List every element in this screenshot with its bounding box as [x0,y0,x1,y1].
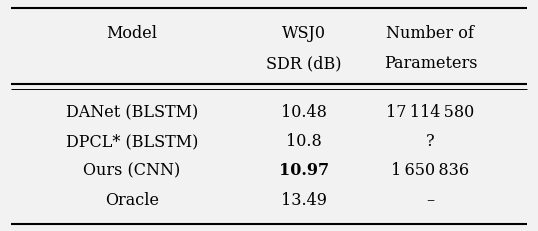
Text: 17 114 580: 17 114 580 [386,103,475,121]
Text: 13.49: 13.49 [281,191,327,208]
Text: SDR (dB): SDR (dB) [266,55,342,72]
Text: Ours (CNN): Ours (CNN) [83,161,180,178]
Text: –: – [426,191,435,208]
Text: Model: Model [107,25,157,42]
Text: DANet (BLSTM): DANet (BLSTM) [66,103,198,121]
Text: DPCL* (BLSTM): DPCL* (BLSTM) [66,132,198,149]
Text: 1 650 836: 1 650 836 [391,161,470,178]
Text: 10.8: 10.8 [286,132,322,149]
Text: Oracle: Oracle [105,191,159,208]
Text: WSJ0: WSJ0 [282,25,326,42]
Text: ?: ? [426,132,435,149]
Text: Number of: Number of [386,25,475,42]
Text: 10.97: 10.97 [279,161,329,178]
Text: Parameters: Parameters [384,55,477,72]
Text: 10.48: 10.48 [281,103,327,121]
